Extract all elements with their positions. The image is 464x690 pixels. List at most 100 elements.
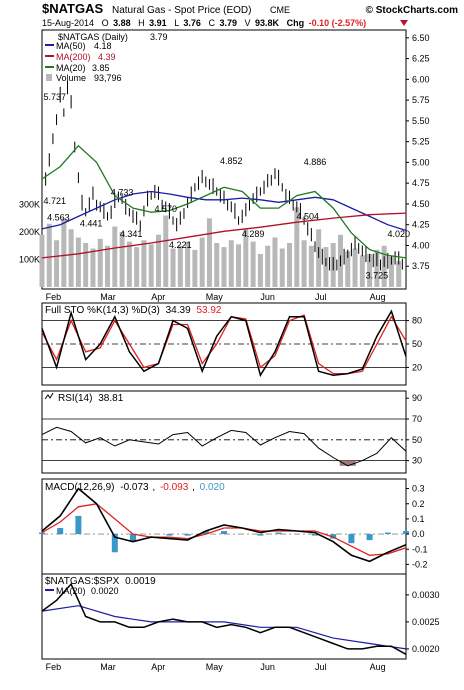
volume-bar-37 [308, 245, 314, 287]
macd-tick-5: -0.2 [412, 559, 428, 569]
legend-ma50-value: 4.18 [94, 41, 112, 51]
price-tick-9: 4.25 [412, 220, 430, 230]
price-tick-5: 5.25 [412, 137, 430, 147]
price-tick-6: 5.00 [412, 157, 430, 167]
rsi-title: RSI(14) 38.81 [58, 393, 124, 404]
ratio-month-5: Jul [315, 662, 327, 672]
macd-hist-bar-5 [130, 534, 136, 542]
chart-exchange: CME [270, 5, 290, 15]
rsi-tick-1: 70 [412, 414, 422, 424]
price-annotation-0: 5.737 [43, 92, 66, 102]
price-month-1: Mar [100, 292, 116, 302]
quote-h-label: H [138, 18, 145, 28]
rsi-tick-0: 90 [412, 393, 422, 403]
price-annotation-5: 4.341 [120, 229, 143, 239]
ratio-ma-line [41, 605, 407, 650]
volume-bar-25 [221, 247, 227, 287]
macd-panel-frame [41, 478, 407, 575]
legend-price-name: $NATGAS (Daily) [58, 32, 128, 42]
price-annotation-10: 4.886 [304, 157, 327, 167]
legend-ma200-name: MA(200) [56, 52, 91, 62]
quote-chg-label: Chg [287, 18, 305, 28]
macd-hist-bar-7 [166, 534, 173, 536]
volume-bar-4 [68, 229, 74, 287]
macd-hist-bar-2 [75, 515, 82, 535]
price-tick-0: 6.50 [412, 33, 430, 43]
price-legend: $NATGAS (Daily) 3.79 MA(50) 4.18 MA(200)… [45, 32, 168, 83]
price-month-6: Aug [370, 292, 386, 302]
quote-line: 15-Aug-2014 O 3.88 H 3.91 L 3.76 C 3.79 … [42, 18, 366, 28]
macd-tick-0: 0.3 [412, 484, 425, 494]
ratio-line [41, 582, 407, 655]
volume-bar-5 [75, 237, 81, 287]
volume-bar-3 [61, 218, 67, 287]
volume-bar-33 [279, 248, 285, 287]
price-tick-8: 4.50 [412, 199, 430, 209]
volume-bar-2 [54, 240, 60, 287]
sto-k-line [41, 309, 407, 378]
legend-volume-swatch [46, 74, 52, 81]
rsi-oversold-fill-21 [339, 460, 356, 466]
volume-bar-8 [97, 238, 103, 287]
macd-hist-bar-20 [403, 531, 409, 535]
rsi-mini-icon [44, 392, 54, 400]
volume-bar-14 [141, 240, 147, 287]
quote-change: -0.10 (-2.57%) [309, 18, 367, 28]
ratio-month-3: May [206, 662, 224, 672]
macd-hist-bar-17 [348, 534, 355, 544]
change-down-arrow-icon [400, 20, 408, 26]
price-annotation-6: 4.570 [154, 204, 177, 214]
macd-hist-bar-8 [184, 534, 191, 536]
ma50-line [41, 190, 407, 232]
price-month-4: Jun [260, 292, 275, 302]
quote-c-label: C [208, 18, 215, 28]
macd-hist-bar-12 [257, 534, 264, 536]
ratio-ma-legend: MA(20) 0.0020 [56, 586, 119, 596]
volume-bar-27 [236, 244, 242, 287]
volume-bar-48 [388, 256, 394, 287]
volume-bar-7 [90, 248, 96, 287]
ratio-month-4: Jun [260, 662, 275, 672]
legend-volume-name: Volume [56, 73, 86, 83]
volume-bar-46 [374, 249, 380, 287]
volume-bar-24 [214, 243, 220, 287]
volume-bar-22 [199, 237, 205, 287]
legend-ma20-value: 3.85 [92, 63, 110, 73]
rsi-panel-frame [41, 390, 407, 474]
ratio-month-6: Aug [370, 662, 386, 672]
chart-instrument-name: Natural Gas - Spot Price (EOD) [112, 5, 251, 16]
price-month-5: Jul [315, 292, 327, 302]
macd-tick-3: 0.0 [412, 529, 425, 539]
macd-hist-bar-13 [275, 532, 282, 535]
macd-hist-bar-18 [366, 534, 373, 541]
quote-open: 3.88 [113, 18, 131, 28]
volume-bar-21 [192, 249, 198, 287]
volume-bar-13 [134, 247, 140, 287]
macd-tick-1: 0.2 [412, 499, 425, 509]
sto-tick-0: 80 [412, 316, 422, 326]
volume-bar-1 [46, 223, 52, 287]
price-tick-10: 4.00 [412, 240, 430, 250]
quote-volume: 93.8K [255, 18, 280, 28]
volume-bar-23 [206, 218, 212, 287]
ratio-month-1: Mar [100, 662, 116, 672]
volume-bar-31 [265, 245, 271, 287]
price-month-2: Apr [151, 292, 165, 302]
volume-tick-1: 200K [19, 227, 40, 237]
volume-bar-19 [177, 245, 183, 287]
rsi-line [41, 426, 407, 467]
volume-bar-18 [170, 248, 176, 287]
price-annotation-3: 4.441 [80, 218, 103, 228]
volume-bar-11 [119, 232, 125, 287]
price-tick-1: 6.25 [412, 54, 430, 64]
volume-bar-38 [316, 229, 322, 287]
price-annotation-1: 4.721 [43, 196, 66, 206]
rsi-tick-3: 30 [412, 456, 422, 466]
price-annotation-2: 4.563 [47, 213, 70, 223]
volume-bar-30 [257, 254, 263, 287]
price-annotation-12: 4.020 [387, 229, 410, 239]
quote-low: 3.76 [183, 18, 201, 28]
price-tick-3: 5.75 [412, 95, 430, 105]
